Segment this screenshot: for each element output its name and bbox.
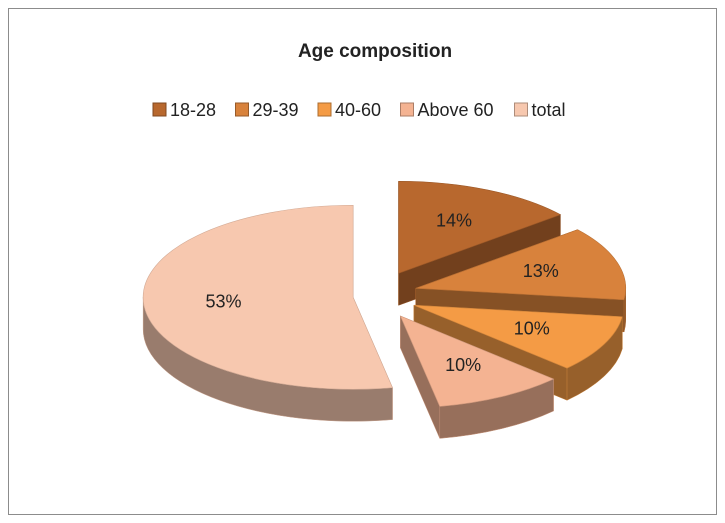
slice-top — [142, 204, 393, 390]
data-label: 10% — [445, 355, 481, 375]
slice-top — [399, 315, 555, 407]
legend-swatch — [317, 102, 332, 117]
legend-label: 40-60 — [335, 100, 381, 120]
slice-top — [413, 304, 623, 369]
legend-label: 18-28 — [170, 100, 216, 120]
slice — [399, 315, 555, 439]
legend-label: total — [532, 100, 566, 120]
chart-title: Age composition — [298, 41, 452, 62]
legend-swatch — [152, 102, 167, 117]
data-label: 13% — [523, 261, 559, 281]
legend-label: 29-39 — [253, 100, 299, 120]
data-label: 14% — [436, 210, 472, 230]
slice-top — [415, 229, 626, 301]
slice — [142, 204, 393, 422]
legend: 18-28 29-39 40-60 Above 60 total — [152, 100, 566, 120]
slice-top — [398, 180, 562, 274]
legend-label: Above 60 — [418, 100, 494, 120]
legend-swatch — [235, 102, 249, 117]
legend-swatch — [400, 102, 414, 117]
legend-swatch — [514, 102, 528, 117]
data-label: 10% — [514, 318, 550, 338]
pie: 14% 13% 53% 10% 10% — [142, 180, 626, 439]
data-label: 53% — [206, 291, 242, 311]
